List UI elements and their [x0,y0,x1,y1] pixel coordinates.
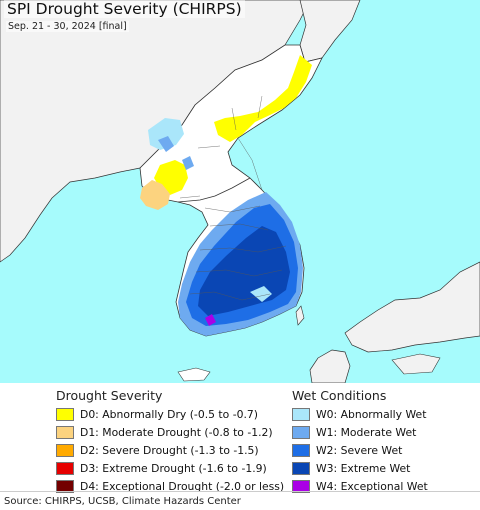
drought-map [0,0,480,383]
legend-item-w3: W3: Extreme Wet [292,460,410,476]
legend-label-d2: D2: Severe Drought (-1.3 to -1.5) [80,443,259,457]
legend-swatch-d1 [56,425,74,439]
legend-swatch-w1 [292,425,310,439]
legend-panel: Drought Severity Wet Conditions D0: Abno… [0,383,480,494]
jeju-island [177,367,211,382]
legend-item-w4: W4: Exceptional Wet [292,478,428,494]
d0-northeast-band [214,55,312,142]
legend-label-w1: W1: Moderate Wet [316,425,417,439]
legend-item-d2: D2: Severe Drought (-1.3 to -1.5) [56,442,259,458]
legend-label-w0: W0: Abnormally Wet [316,407,427,421]
legend-item-w0: W0: Abnormally Wet [292,406,426,422]
legend-item-w2: W2: Severe Wet [292,442,402,458]
legend-label-d4: D4: Exceptional Drought (-2.0 or less) [80,479,285,493]
legend-swatch-w0 [292,407,310,421]
legend-label-w2: W2: Severe Wet [316,443,403,457]
legend-label-d1: D1: Moderate Drought (-0.8 to -1.2) [80,425,273,439]
tsushima-island [295,305,305,326]
w4-southern-spot [205,314,216,326]
d1-west-coast [140,180,170,210]
w0-northwest-patch [148,118,184,150]
map-title: SPI Drought Severity (CHIRPS) [4,0,245,18]
dmz-line [177,177,251,203]
legend-swatch-d0 [56,407,74,421]
legend-item-d1: D1: Moderate Drought (-0.8 to -1.2) [56,424,273,440]
source-credit: Source: CHIRPS, UCSB, Climate Hazards Ce… [0,491,480,510]
legend-label-w3: W3: Extreme Wet [316,461,411,475]
japan-shikoku [391,353,441,375]
legend-label-w4: W4: Exceptional Wet [316,479,428,493]
japan-honshu [344,261,480,353]
legend-label-d3: D3: Extreme Drought (-1.6 to -1.9) [80,461,267,475]
legend-swatch-w4 [292,479,310,493]
legend-item-d3: D3: Extreme Drought (-1.6 to -1.9) [56,460,267,476]
legend-item-w1: W1: Moderate Wet [292,424,416,440]
w0-south-spot [250,286,272,302]
legend-swatch-d2 [56,443,74,457]
japan-kyushu [309,349,351,383]
legend-wet-title: Wet Conditions [292,388,387,403]
legend-item-d4: D4: Exceptional Drought (-2.0 or less) [56,478,284,494]
w1-northwest-spots [158,136,194,170]
legend-swatch-w2 [292,443,310,457]
legend-label-d0: D0: Abnormally Dry (-0.5 to -0.7) [80,407,258,421]
legend-swatch-w3 [292,461,310,475]
legend-swatch-d4 [56,479,74,493]
map-subtitle: Sep. 21 - 30, 2024 [final] [6,21,129,32]
legend-drought-title: Drought Severity [56,388,163,403]
admin-boundaries [179,95,287,301]
legend-swatch-d3 [56,461,74,475]
legend-item-d0: D0: Abnormally Dry (-0.5 to -0.7) [56,406,258,422]
